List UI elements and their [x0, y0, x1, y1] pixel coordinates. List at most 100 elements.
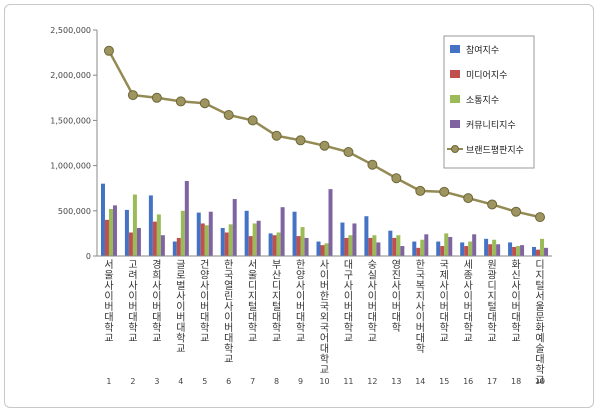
bar-1	[532, 246, 537, 256]
bar-1	[460, 242, 465, 256]
bar-2	[152, 221, 157, 256]
bar-2	[296, 236, 301, 256]
line-series	[103, 45, 546, 223]
rank-label: 13	[391, 377, 401, 386]
bar-1	[316, 241, 321, 256]
bar-2	[224, 232, 229, 256]
legend-swatch	[450, 95, 460, 103]
bar-4	[448, 237, 453, 256]
legend-swatch	[450, 120, 460, 128]
bar-3	[180, 210, 185, 256]
bar-3	[444, 233, 449, 256]
legend-label: 브랜드평판지수	[466, 145, 524, 156]
rank-label: 7	[250, 377, 255, 386]
bar-4	[400, 246, 405, 256]
line-point	[367, 159, 378, 170]
bar-1	[364, 216, 369, 256]
rank-label: 10	[319, 377, 329, 386]
bar-2	[392, 237, 397, 256]
rank-label: 12	[367, 377, 377, 386]
bar-3	[108, 208, 113, 256]
line-point	[487, 199, 498, 210]
line-point	[343, 147, 354, 158]
legend-label: 커뮤니티지수	[466, 120, 516, 131]
y-tick-label: 0	[86, 252, 91, 261]
legend-label: 참여지수	[466, 44, 499, 56]
bar-1	[244, 210, 249, 256]
bar-4	[352, 223, 357, 256]
bar-4	[280, 207, 285, 256]
bar-2	[488, 244, 493, 256]
bar-3	[396, 235, 401, 256]
line-point	[391, 173, 402, 184]
bar-1	[292, 211, 297, 256]
line-point	[439, 186, 450, 197]
bar-3	[156, 214, 161, 256]
bar-2	[200, 223, 205, 256]
bar-4	[160, 235, 165, 256]
y-tick-label: 500,000	[58, 207, 91, 216]
bar-2	[320, 245, 325, 256]
y-tick-label: 2,000,000	[50, 71, 91, 80]
bar-1	[340, 222, 345, 256]
bar-4	[184, 180, 189, 256]
bar-4	[496, 244, 501, 256]
bar-3	[468, 241, 473, 256]
bar-series	[100, 180, 549, 256]
bar-2	[464, 246, 469, 256]
bar-2	[344, 237, 349, 256]
bar-3	[300, 227, 305, 256]
bar-1	[268, 233, 273, 256]
legend-swatch	[450, 45, 460, 53]
legend-marker	[451, 145, 459, 153]
bar-3	[276, 232, 281, 256]
rank-label: 6	[226, 377, 231, 386]
bar-2	[536, 249, 541, 256]
line-point	[151, 92, 162, 103]
bar-4	[136, 227, 141, 256]
bar-3	[252, 223, 257, 256]
bar-3	[492, 239, 497, 256]
line-point	[127, 90, 138, 101]
rank-label: 14	[415, 377, 425, 386]
bar-4	[208, 211, 213, 256]
bar-2	[248, 236, 253, 256]
bar-1	[172, 241, 177, 256]
rank-label: 3	[154, 377, 159, 386]
bar-1	[148, 195, 153, 256]
y-tick-label: 2,500,000	[50, 26, 91, 35]
bar-1	[100, 183, 105, 256]
legend-label: 소통지수	[466, 95, 499, 106]
bar-3	[348, 235, 353, 256]
rank-label: 4	[178, 377, 183, 386]
rank-label: 19	[535, 377, 545, 386]
bar-2	[368, 237, 373, 256]
line-point	[247, 115, 258, 126]
rank-label: 8	[274, 377, 279, 386]
line-point	[415, 185, 426, 196]
x-axis: 서 울 사 이 버 대 학 교 1 고 려 사 이 버 대 학 교 2 경 희 사 이 버 대 학 교 3 글 로 벌 사 이 버 대 학 교 4 건 양 사…	[97, 255, 552, 387]
bar-4	[232, 199, 237, 256]
bar-1	[412, 241, 417, 256]
bar-4	[424, 234, 429, 256]
rank-label: 18	[511, 377, 521, 386]
bar-3	[324, 243, 329, 256]
bar-4	[520, 245, 525, 256]
bar-2	[176, 237, 181, 256]
legend-label: 미디어지수	[466, 70, 507, 81]
y-axis: 0 500,000 1,000,000 1,500,000 2,000,000 2,500…	[50, 26, 98, 261]
